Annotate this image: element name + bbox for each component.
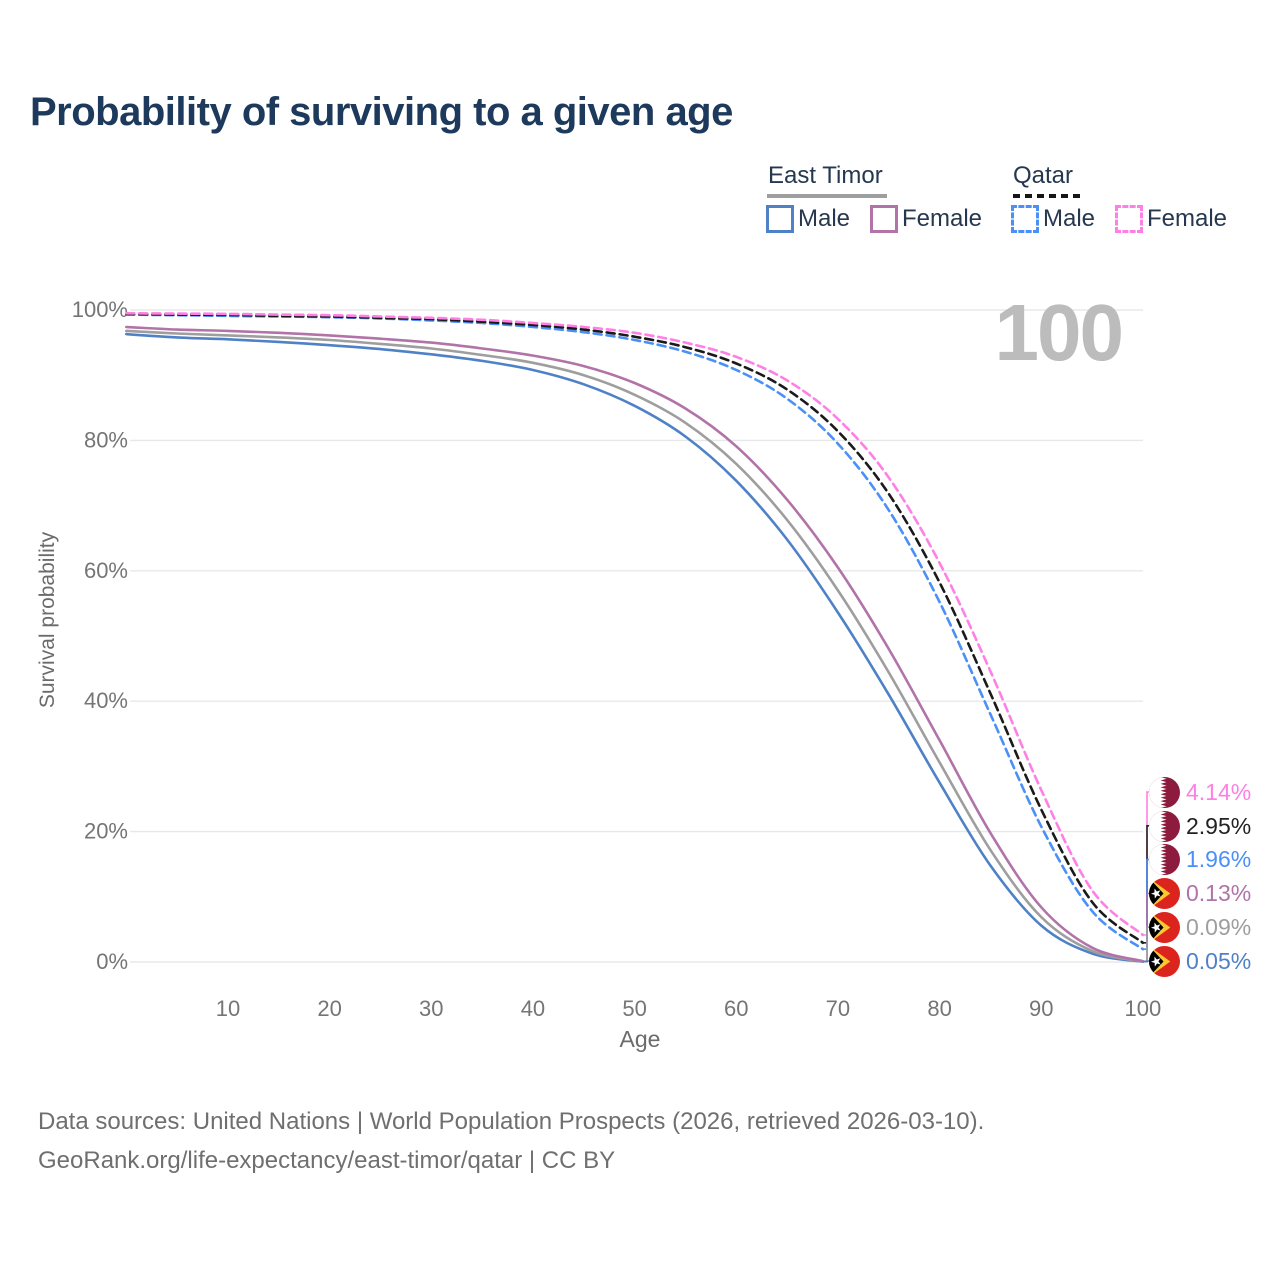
east-timor-flag-icon bbox=[1149, 912, 1180, 943]
qatar-flag-icon bbox=[1149, 844, 1180, 875]
legend-group-east-timor: East Timor bbox=[768, 162, 883, 189]
attribution-note: GeoRank.org/life-expectancy/east-timor/q… bbox=[38, 1147, 616, 1174]
end-label-value: 1.96% bbox=[1186, 845, 1252, 872]
x-tick-label: 90 bbox=[1029, 996, 1053, 1021]
qatar-female-swatch-icon bbox=[1115, 205, 1143, 233]
y-tick-label: 0% bbox=[96, 949, 128, 974]
x-tick-label: 80 bbox=[927, 996, 951, 1021]
x-axis-title: Age bbox=[619, 1026, 661, 1052]
curve-east-timor-male bbox=[125, 332, 1145, 963]
data-sources-note: Data sources: United Nations | World Pop… bbox=[38, 1108, 985, 1135]
curve-east-timor-female bbox=[125, 325, 1145, 963]
end-label-qatar-female: 4.14% bbox=[1149, 775, 1251, 809]
x-tick-label: 30 bbox=[419, 996, 443, 1021]
curve-qatar-female bbox=[125, 312, 1145, 937]
end-label-value: 2.95% bbox=[1186, 812, 1252, 839]
end-label-value: 0.09% bbox=[1186, 913, 1252, 940]
east-timor-flag-icon bbox=[1149, 946, 1180, 977]
east-timor-female-swatch-icon bbox=[870, 205, 898, 233]
y-tick-label: 60% bbox=[84, 558, 128, 583]
end-label-qatar-male: 1.96% bbox=[1149, 842, 1251, 876]
end-label-qatar-both: 2.95% bbox=[1149, 809, 1251, 843]
end-label-east-timor-female: 0.13% bbox=[1149, 876, 1251, 910]
legend-item-label: Female bbox=[1147, 205, 1228, 232]
end-label-value: 0.05% bbox=[1186, 947, 1252, 974]
x-tick-label: 20 bbox=[317, 996, 341, 1021]
legend-item-east-timor-male[interactable]: Male bbox=[766, 205, 850, 233]
end-label-value: 0.13% bbox=[1186, 879, 1252, 906]
x-tick-label: 70 bbox=[826, 996, 850, 1021]
y-tick-label: 20% bbox=[84, 819, 128, 844]
qatar-flag-icon bbox=[1149, 811, 1180, 842]
east-timor-flag-icon bbox=[1149, 878, 1180, 909]
x-tick-label: 100 bbox=[1125, 996, 1162, 1021]
y-tick-label: 100% bbox=[72, 297, 128, 322]
legend-item-qatar-female[interactable]: Female bbox=[1115, 205, 1227, 233]
y-axis-title: Survival probability bbox=[36, 531, 59, 709]
legend-item-label: Male bbox=[1043, 205, 1096, 232]
qatar-flag-icon bbox=[1149, 777, 1180, 808]
x-tick-label: 10 bbox=[216, 996, 240, 1021]
y-tick-label: 40% bbox=[84, 688, 128, 713]
legend-underline-east-timor-solid-line bbox=[767, 194, 887, 198]
x-tick-label: 40 bbox=[521, 996, 545, 1021]
legend-underline-qatar-dashed-line bbox=[1013, 194, 1081, 198]
end-label-east-timor-male: 0.05% bbox=[1149, 944, 1251, 978]
page-title: Probability of surviving to a given age bbox=[30, 90, 733, 134]
legend-item-label: Female bbox=[902, 205, 983, 232]
east-timor-male-swatch-icon bbox=[766, 205, 794, 233]
qatar-male-swatch-icon bbox=[1011, 205, 1039, 233]
end-label-east-timor-both: 0.09% bbox=[1149, 910, 1251, 944]
curve-east-timor-both-sexes bbox=[125, 329, 1145, 963]
curve-qatar-male bbox=[125, 313, 1145, 951]
legend-item-qatar-male[interactable]: Male bbox=[1011, 205, 1095, 233]
legend-group-qatar: Qatar bbox=[1013, 162, 1074, 189]
hover-age-watermark: 100 bbox=[994, 288, 1124, 377]
x-tick-label: 60 bbox=[724, 996, 748, 1021]
end-label-value: 4.14% bbox=[1186, 778, 1252, 805]
legend-item-east-timor-female[interactable]: Female bbox=[870, 205, 982, 233]
legend-item-label: Male bbox=[798, 205, 851, 232]
y-tick-label: 80% bbox=[84, 427, 128, 452]
x-tick-label: 50 bbox=[622, 996, 646, 1021]
